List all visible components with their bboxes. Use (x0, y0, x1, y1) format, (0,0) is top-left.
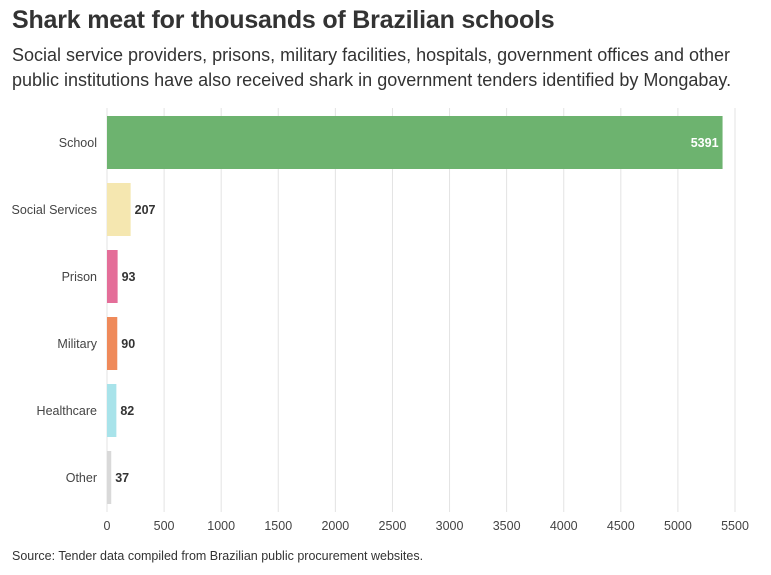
x-tick-label: 4500 (607, 519, 635, 533)
category-label: Healthcare (37, 404, 97, 418)
source-note: Source: Tender data compiled from Brazil… (12, 549, 424, 563)
data-label: 37 (115, 471, 129, 485)
bar (107, 250, 118, 303)
category-label: Prison (62, 270, 97, 284)
bar (107, 183, 131, 236)
data-label: 90 (121, 337, 135, 351)
x-tick-label: 2500 (379, 519, 407, 533)
data-label: 207 (135, 203, 156, 217)
x-tick-label: 0 (104, 519, 111, 533)
x-tick-label: 3000 (436, 519, 464, 533)
data-label: 5391 (691, 136, 719, 150)
x-tick-label: 1000 (207, 519, 235, 533)
category-label: Social Services (12, 203, 97, 217)
data-label: 82 (120, 404, 134, 418)
bar (107, 317, 118, 370)
category-label: School (59, 136, 97, 150)
x-tick-label: 3500 (493, 519, 521, 533)
category-label: Military (57, 337, 97, 351)
bar (107, 116, 723, 169)
x-tick-label: 4000 (550, 519, 578, 533)
x-tick-label: 5000 (664, 519, 692, 533)
x-tick-label: 2000 (321, 519, 349, 533)
x-tick-label: 500 (154, 519, 175, 533)
x-tick-label: 5500 (721, 519, 749, 533)
bar (107, 384, 117, 437)
chart-subtitle: Social service providers, prisons, milit… (12, 45, 732, 90)
chart-title: Shark meat for thousands of Brazilian sc… (12, 6, 555, 34)
category-label: Other (66, 471, 97, 485)
bar (107, 451, 112, 504)
x-tick-label: 1500 (264, 519, 292, 533)
data-label: 93 (122, 270, 136, 284)
